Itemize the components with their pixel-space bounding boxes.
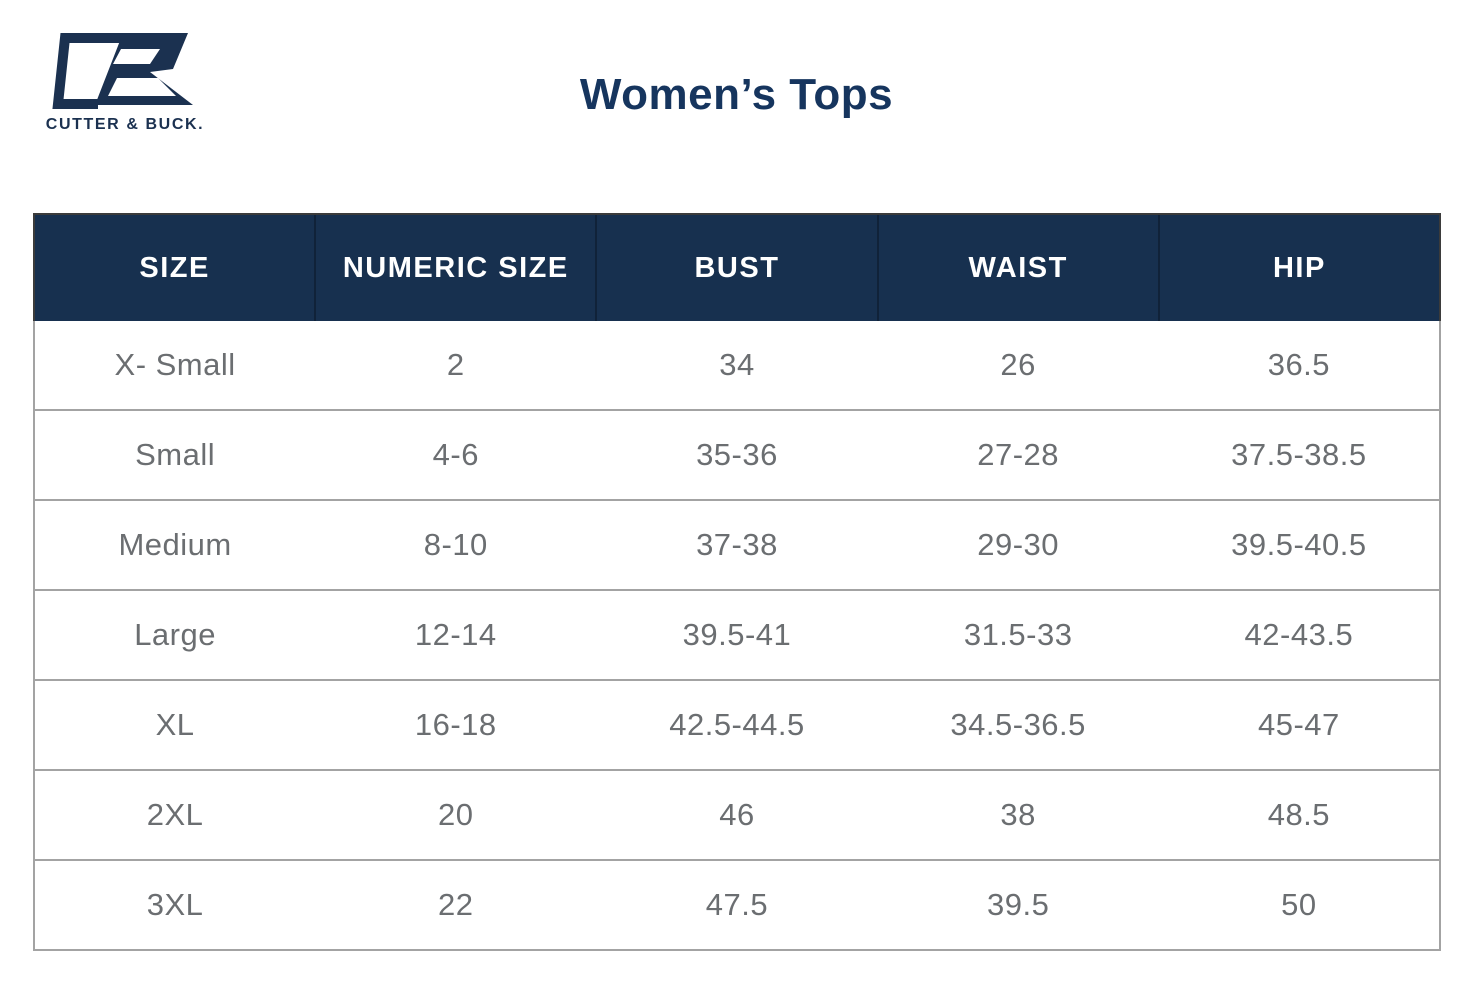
size-label-cell: Small (32, 410, 316, 501)
size-label-cell: 3XL (32, 860, 316, 951)
table-row: Small 4-6 35-36 27-28 37.5-38.5 (32, 410, 1442, 501)
size-table-header: SIZE NUMERIC SIZE BUST WAIST HIP (32, 213, 1442, 321)
measurement-cell: 12-14 (315, 590, 597, 681)
page-title: Women’s Tops (579, 70, 894, 119)
table-row: XL 16-18 42.5-44.5 34.5-36.5 45-47 (32, 680, 1442, 771)
measurement-cell: 39.5-40.5 (1158, 500, 1442, 591)
measurement-cell: 37-38 (596, 500, 878, 591)
brand-logo-text: CUTTER & BUCK. (45, 116, 205, 133)
column-header-hip: HIP (1157, 213, 1442, 321)
measurement-cell: 45-47 (1158, 680, 1442, 771)
brand-logo: CUTTER & BUCK. (45, 30, 205, 134)
measurement-cell: 38 (877, 770, 1159, 861)
size-label-cell: XL (32, 680, 316, 771)
measurement-cell: 34.5-36.5 (877, 680, 1159, 771)
measurement-cell: 42.5-44.5 (596, 680, 878, 771)
measurement-cell: 46 (596, 770, 878, 861)
size-label-cell: X- Small (32, 321, 316, 411)
measurement-cell: 2 (315, 321, 597, 411)
measurement-cell: 20 (315, 770, 597, 861)
measurement-cell: 37.5-38.5 (1158, 410, 1442, 501)
table-row: X- Small 2 34 26 36.5 (32, 321, 1442, 411)
size-label-cell: Medium (32, 500, 316, 591)
cutter-buck-logo-icon (52, 33, 193, 109)
column-header-waist: WAIST (876, 213, 1159, 321)
measurement-cell: 27-28 (877, 410, 1159, 501)
measurement-cell: 50 (1158, 860, 1442, 951)
table-row: Large 12-14 39.5-41 31.5-33 42-43.5 (32, 590, 1442, 681)
column-header-size: SIZE (32, 213, 316, 321)
measurement-cell: 31.5-33 (877, 590, 1159, 681)
measurement-cell: 16-18 (315, 680, 597, 771)
measurement-cell: 42-43.5 (1158, 590, 1442, 681)
measurement-cell: 4-6 (315, 410, 597, 501)
table-row: 3XL 22 47.5 39.5 50 (32, 860, 1442, 951)
measurement-cell: 48.5 (1158, 770, 1442, 861)
table-row: Medium 8-10 37-38 29-30 39.5-40.5 (32, 500, 1442, 591)
measurement-cell: 35-36 (596, 410, 878, 501)
measurement-cell: 39.5 (877, 860, 1159, 951)
size-table-head-row: SIZE NUMERIC SIZE BUST WAIST HIP (32, 213, 1442, 321)
column-header-numeric-size: NUMERIC SIZE (314, 213, 597, 321)
measurement-cell: 34 (596, 321, 878, 411)
measurement-cell: 8-10 (315, 500, 597, 591)
measurement-cell: 47.5 (596, 860, 878, 951)
measurement-cell: 29-30 (877, 500, 1159, 591)
size-label-cell: 2XL (32, 770, 316, 861)
measurement-cell: 39.5-41 (596, 590, 878, 681)
size-table-body: X- Small 2 34 26 36.5 Small 4-6 35-36 27-28 37.5-… (32, 321, 1442, 951)
measurement-cell: 36.5 (1158, 321, 1442, 411)
measurement-cell: 26 (877, 321, 1159, 411)
measurement-cell: 22 (315, 860, 597, 951)
size-table: SIZE NUMERIC SIZE BUST WAIST HIP X- Small 2 34… (32, 213, 1442, 951)
size-label-cell: Large (32, 590, 316, 681)
column-header-bust: BUST (595, 213, 878, 321)
table-row: 2XL 20 46 38 48.5 (32, 770, 1442, 861)
